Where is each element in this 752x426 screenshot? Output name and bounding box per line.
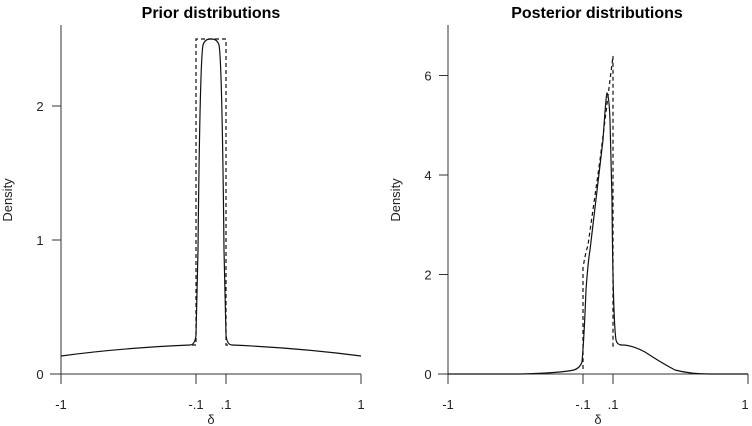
posterior-dashed-curve	[582, 55, 616, 369]
prior-x-ticks: -1 -.1 .1 1	[55, 374, 365, 412]
prior-xtick-1: 1	[357, 397, 364, 412]
prior-solid-curve	[60, 38, 362, 357]
prior-panel: Prior distributions 0 1 2 -1 -.1 .1 1 δ …	[0, 5, 365, 426]
posterior-solid-curve	[448, 91, 748, 375]
posterior-y-label: Density	[388, 178, 403, 222]
posterior-ytick-6: 6	[424, 69, 431, 84]
posterior-xtick-01: .1	[608, 397, 619, 412]
posterior-xtick-neg01: -.1	[575, 397, 590, 412]
posterior-ytick-4: 4	[424, 168, 431, 183]
posterior-panel: Posterior distributions 0 2 4 6 -1 -.1 .…	[388, 5, 749, 426]
posterior-xtick-1: 1	[741, 397, 748, 412]
prior-xtick-01: .1	[221, 397, 232, 412]
posterior-xtick-neg1: -1	[442, 397, 454, 412]
posterior-title: Posterior distributions	[511, 5, 683, 22]
prior-xtick-neg1: -1	[55, 397, 67, 412]
prior-ytick-0: 0	[36, 367, 43, 382]
posterior-x-ticks: -1 -.1 .1 1	[442, 374, 749, 412]
prior-y-label: Density	[0, 178, 15, 222]
prior-ytick-2: 2	[36, 99, 43, 114]
prior-ytick-1: 1	[36, 233, 43, 248]
prior-y-ticks: 0 1 2	[36, 99, 61, 382]
posterior-ytick-0: 0	[424, 367, 431, 382]
prior-title: Prior distributions	[142, 5, 281, 22]
prior-x-label: δ	[207, 412, 214, 426]
posterior-y-ticks: 0 2 4 6	[424, 69, 448, 382]
posterior-ytick-2: 2	[424, 268, 431, 283]
prior-xtick-neg01: -.1	[188, 397, 203, 412]
posterior-x-label: δ	[594, 412, 601, 426]
prior-dashed-curve	[192, 38, 230, 346]
